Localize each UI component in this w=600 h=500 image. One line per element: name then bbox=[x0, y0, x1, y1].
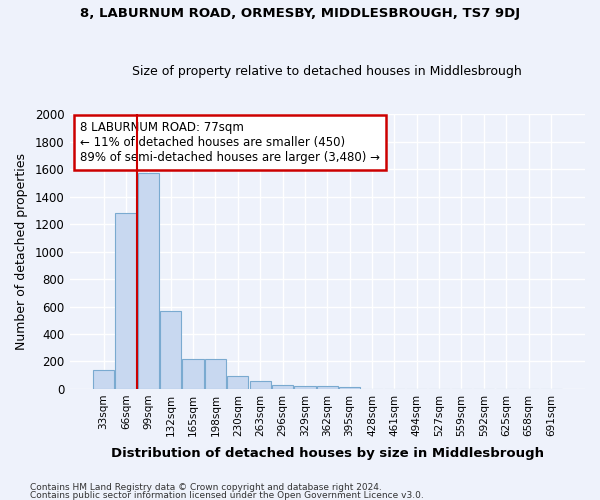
Text: 8, LABURNUM ROAD, ORMESBY, MIDDLESBROUGH, TS7 9DJ: 8, LABURNUM ROAD, ORMESBY, MIDDLESBROUGH… bbox=[80, 8, 520, 20]
Text: Contains HM Land Registry data © Crown copyright and database right 2024.: Contains HM Land Registry data © Crown c… bbox=[30, 484, 382, 492]
Bar bbox=[250, 382, 271, 389]
Bar bbox=[93, 370, 114, 389]
Bar bbox=[272, 385, 293, 389]
Y-axis label: Number of detached properties: Number of detached properties bbox=[15, 153, 28, 350]
Bar bbox=[138, 174, 159, 389]
Bar bbox=[227, 376, 248, 389]
Text: 8 LABURNUM ROAD: 77sqm
← 11% of detached houses are smaller (450)
89% of semi-de: 8 LABURNUM ROAD: 77sqm ← 11% of detached… bbox=[80, 122, 380, 164]
X-axis label: Distribution of detached houses by size in Middlesbrough: Distribution of detached houses by size … bbox=[111, 447, 544, 460]
Text: Contains public sector information licensed under the Open Government Licence v3: Contains public sector information licen… bbox=[30, 490, 424, 500]
Bar bbox=[115, 213, 137, 389]
Bar bbox=[339, 387, 360, 389]
Bar bbox=[205, 360, 226, 389]
Bar bbox=[317, 386, 338, 389]
Bar bbox=[294, 386, 316, 389]
Title: Size of property relative to detached houses in Middlesbrough: Size of property relative to detached ho… bbox=[133, 66, 522, 78]
Bar bbox=[160, 310, 181, 389]
Bar bbox=[182, 358, 204, 389]
